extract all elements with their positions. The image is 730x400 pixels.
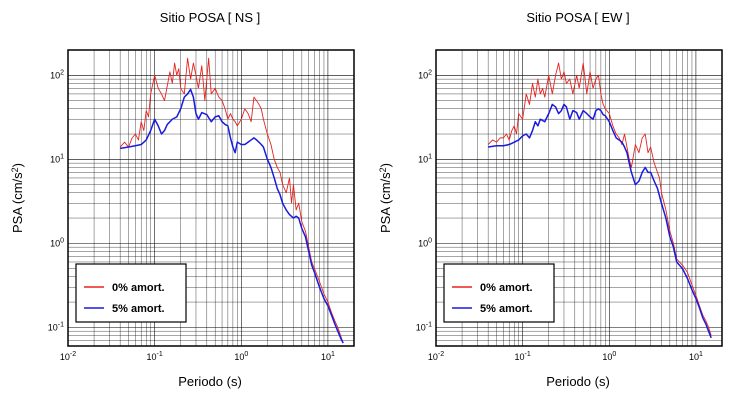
chart-title: Sitio POSA [ NS ] bbox=[160, 10, 260, 25]
series-layer bbox=[119, 57, 344, 344]
x-axis-label: Periodo (s) bbox=[546, 374, 610, 389]
y-tick-label: 101 bbox=[50, 153, 64, 164]
tick-labels: 10-2 10-1 100 101 10-1 100 101 102 bbox=[416, 69, 703, 362]
x-tick-label: 100 bbox=[602, 351, 616, 362]
legend: 0% amort. 5% amort. bbox=[443, 263, 555, 323]
series-line-5pct bbox=[488, 103, 712, 339]
x-tick-label: 10-1 bbox=[147, 351, 163, 362]
x-tick-label: 10-2 bbox=[60, 351, 76, 362]
x-axis-label: Periodo (s) bbox=[178, 374, 242, 389]
legend-box bbox=[75, 263, 187, 323]
y-axis-label: PSA (cm/s2) bbox=[378, 163, 393, 233]
x-tick-label: 101 bbox=[321, 351, 335, 362]
series-line-0pct bbox=[119, 57, 344, 344]
y-tick-label: 10-1 bbox=[416, 321, 432, 332]
legend-box bbox=[443, 263, 555, 323]
chart-title: Sitio POSA [ EW ] bbox=[526, 10, 629, 25]
y-tick-label: 10-1 bbox=[48, 321, 64, 332]
y-tick-label: 100 bbox=[50, 237, 64, 248]
x-tick-label: 10-2 bbox=[428, 351, 444, 362]
legend-label-1: 5% amort. bbox=[480, 303, 533, 315]
x-tick-label: 10-1 bbox=[515, 351, 531, 362]
x-tick-label: 100 bbox=[234, 351, 248, 362]
series-line-5pct bbox=[120, 88, 344, 344]
series-layer bbox=[487, 62, 712, 339]
legend: 0% amort. 5% amort. bbox=[75, 263, 187, 323]
series-line-0pct bbox=[487, 62, 712, 336]
legend-label-1: 5% amort. bbox=[112, 303, 165, 315]
y-tick-label: 101 bbox=[418, 153, 432, 164]
y-tick-label: 102 bbox=[50, 69, 64, 80]
grid bbox=[67, 49, 355, 347]
x-tick-label: 101 bbox=[689, 351, 703, 362]
legend-label-0: 0% amort. bbox=[112, 282, 165, 294]
y-tick-label: 100 bbox=[418, 237, 432, 248]
y-tick-label: 102 bbox=[418, 69, 432, 80]
tick-labels: 10-2 10-1 100 101 10-1 100 101 102 bbox=[48, 69, 335, 362]
plot-frame bbox=[67, 49, 355, 347]
panel-ew: Sitio POSA [ EW ] 10-2 10-1 100 10110-11001… bbox=[378, 10, 723, 389]
plot-frame bbox=[435, 49, 723, 347]
legend-label-0: 0% amort. bbox=[480, 282, 533, 294]
panel-ns: Sitio POSA [ NS ] 10-2 10-1 100 10110-11001… bbox=[10, 10, 355, 389]
y-axis-label: PSA (cm/s2) bbox=[10, 163, 25, 233]
